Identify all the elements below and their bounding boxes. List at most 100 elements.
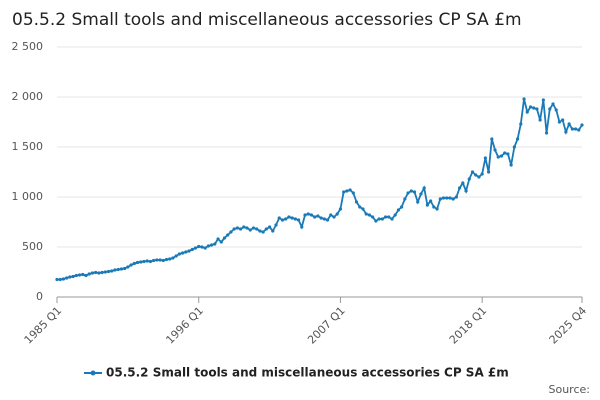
- point: [177, 252, 181, 256]
- point: [123, 266, 127, 271]
- point: [458, 186, 462, 190]
- point: [238, 227, 243, 231]
- point: [538, 118, 542, 122]
- y-tick-label: 500: [22, 240, 43, 253]
- point: [348, 188, 352, 192]
- point: [367, 213, 372, 217]
- point: [81, 272, 85, 277]
- point: [119, 267, 124, 271]
- point: [145, 259, 149, 263]
- x-tick-label: 2018 Q1: [447, 304, 490, 347]
- point: [103, 270, 107, 274]
- point: [161, 258, 165, 263]
- point: [100, 270, 104, 275]
- point: [106, 269, 111, 274]
- point: [152, 258, 156, 263]
- point: [412, 190, 417, 194]
- point: [113, 268, 117, 272]
- point: [361, 207, 365, 211]
- point: [532, 106, 536, 110]
- point: [380, 217, 384, 221]
- point: [544, 131, 549, 135]
- point: [358, 205, 362, 209]
- point: [406, 191, 410, 195]
- point: [364, 212, 368, 216]
- point: [213, 242, 217, 246]
- point: [338, 207, 343, 211]
- point: [377, 217, 381, 221]
- y-tick-label: 2 500: [12, 40, 44, 53]
- point: [335, 212, 339, 216]
- point: [148, 259, 153, 264]
- point: [171, 256, 175, 260]
- point: [387, 215, 391, 219]
- point: [316, 214, 320, 218]
- point: [90, 271, 95, 275]
- point: [200, 245, 204, 249]
- point: [515, 137, 520, 141]
- point: [351, 191, 355, 195]
- x-tick-label: 1985 Q1: [22, 304, 65, 347]
- point: [322, 217, 326, 221]
- point: [422, 186, 426, 190]
- point: [206, 244, 210, 248]
- point: [470, 170, 475, 174]
- point: [554, 108, 558, 112]
- point: [184, 250, 188, 254]
- point: [68, 275, 72, 279]
- chart-title: 05.5.2 Small tools and miscellaneous acc…: [12, 10, 522, 30]
- point: [229, 230, 233, 234]
- point: [248, 228, 252, 232]
- point: [557, 120, 562, 124]
- point: [354, 200, 359, 204]
- point: [519, 122, 523, 126]
- point: [303, 213, 307, 217]
- point: [486, 170, 491, 174]
- point: [181, 251, 185, 255]
- point: [503, 151, 507, 155]
- point: [490, 137, 494, 141]
- point: [193, 246, 198, 250]
- y-tick-label: 1 500: [12, 140, 44, 153]
- point: [87, 272, 91, 276]
- series-line: [57, 98, 583, 281]
- point: [84, 273, 88, 278]
- point: [454, 195, 458, 199]
- point: [570, 127, 574, 131]
- point: [451, 197, 455, 201]
- point: [135, 260, 140, 265]
- point: [332, 215, 336, 219]
- point: [396, 208, 401, 212]
- point: [435, 207, 439, 211]
- point: [216, 237, 220, 241]
- point: [522, 97, 526, 101]
- point: [429, 199, 433, 203]
- point: [155, 258, 159, 262]
- point: [94, 270, 98, 275]
- point: [445, 196, 449, 200]
- point: [306, 212, 310, 216]
- point: [474, 173, 478, 177]
- point: [567, 122, 571, 126]
- point: [267, 225, 272, 229]
- point: [190, 247, 194, 252]
- point: [296, 218, 301, 222]
- point: [271, 229, 275, 233]
- point: [226, 233, 230, 237]
- point: [245, 226, 249, 230]
- x-tick-label: 1996 Q1: [163, 304, 206, 347]
- point: [564, 130, 568, 134]
- point: [464, 189, 468, 193]
- point: [573, 127, 578, 131]
- point: [512, 145, 516, 149]
- point: [55, 277, 59, 282]
- point: [548, 107, 552, 111]
- point: [342, 190, 346, 194]
- point: [261, 230, 265, 234]
- point: [110, 269, 114, 273]
- point: [264, 227, 268, 231]
- point: [61, 277, 66, 281]
- point: [383, 215, 388, 219]
- y-tick-label: 0: [36, 290, 43, 303]
